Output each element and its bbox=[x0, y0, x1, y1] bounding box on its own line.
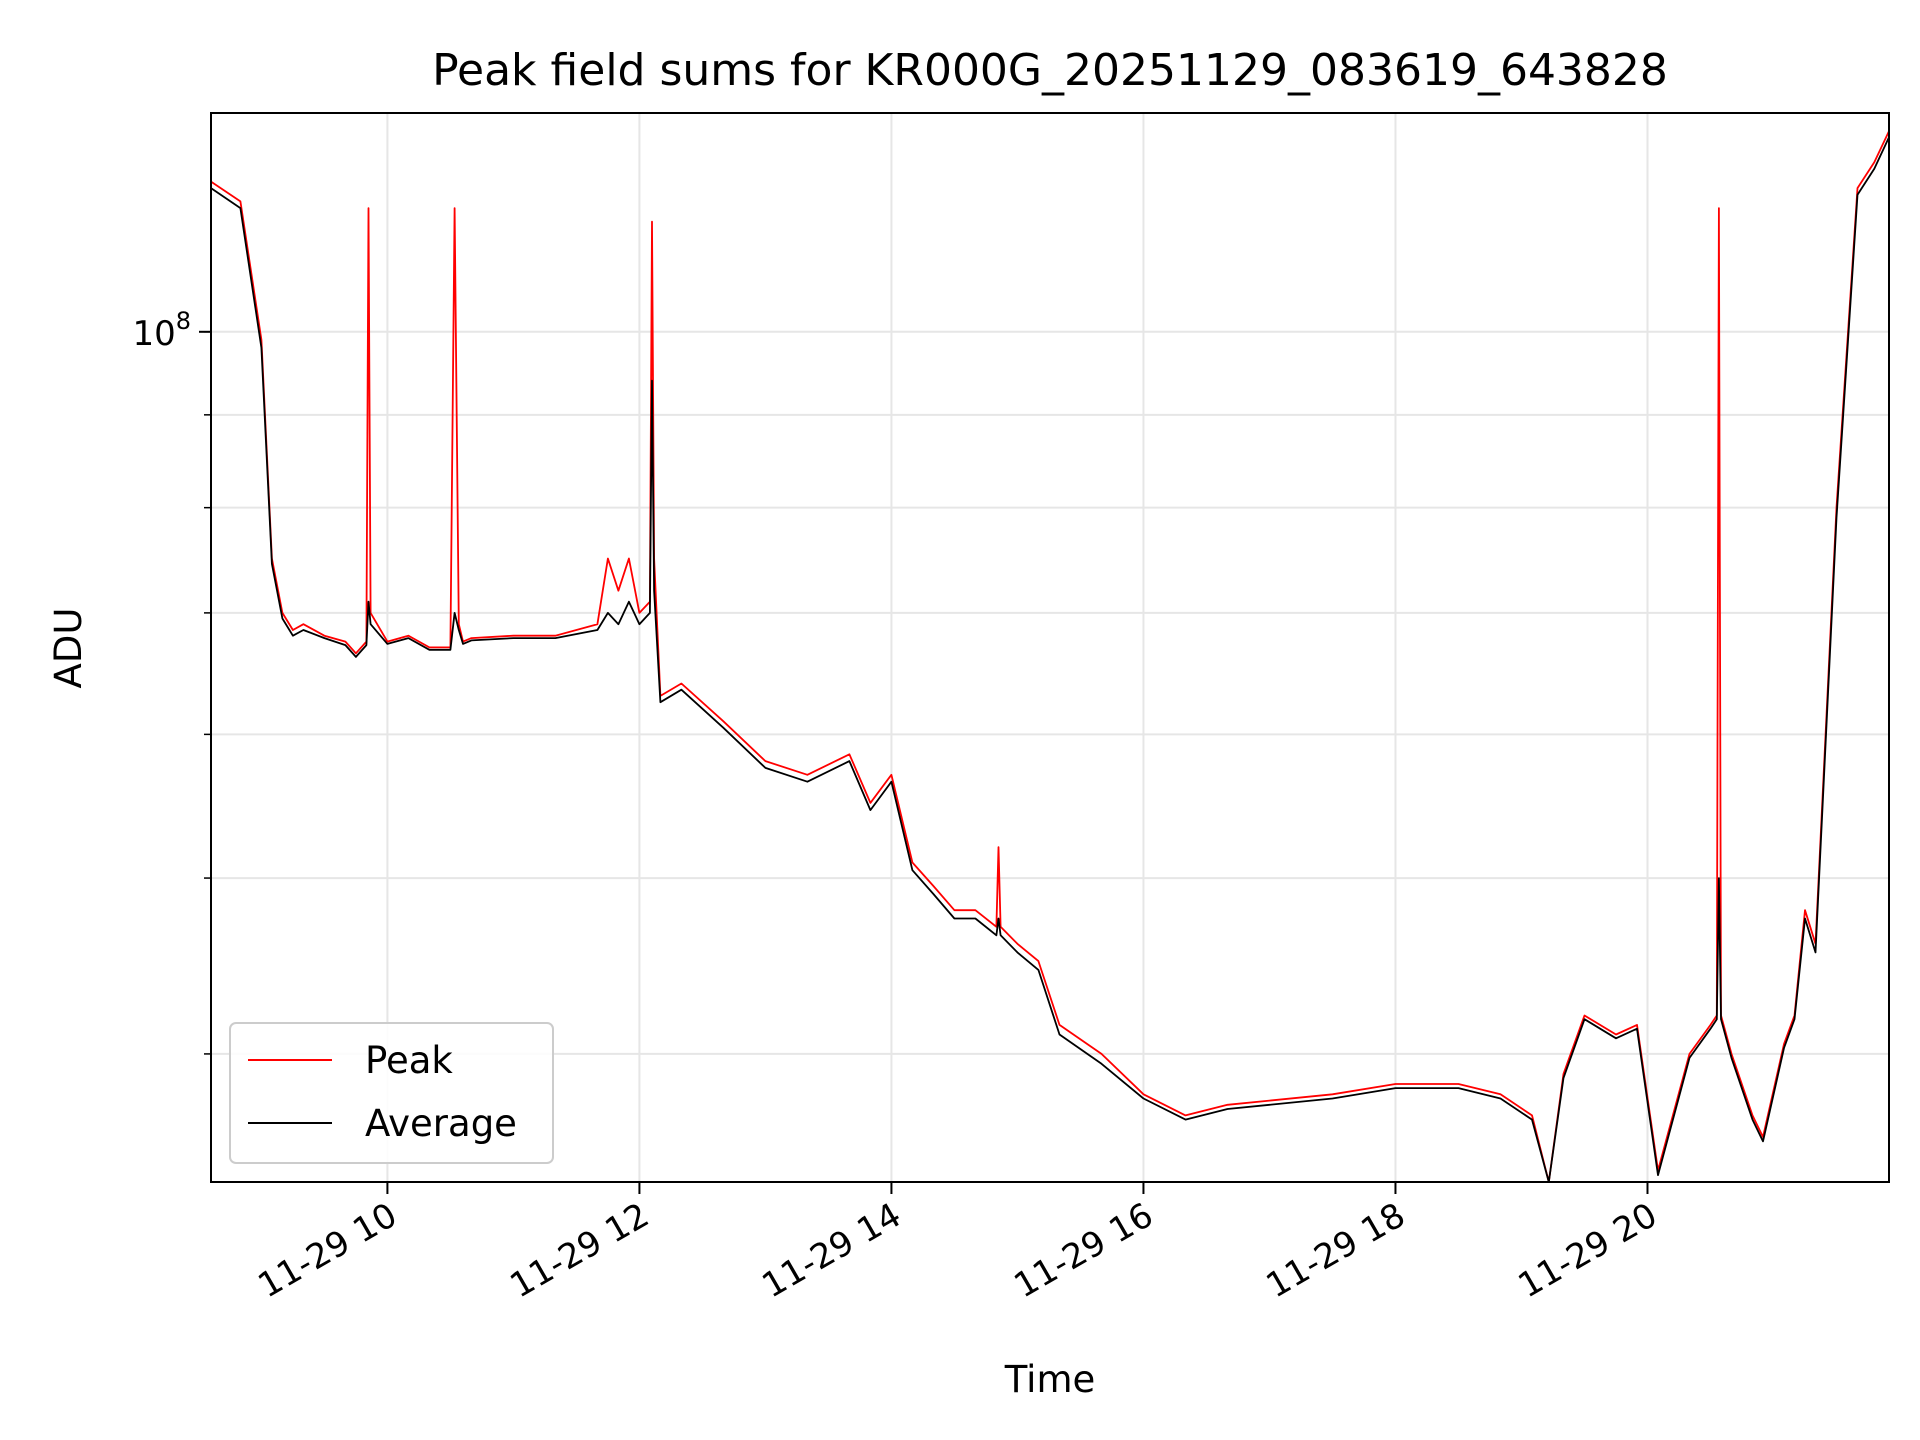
legend-label-peak: Peak bbox=[365, 1039, 453, 1082]
legend-label-average: Average bbox=[365, 1102, 517, 1145]
series-layer bbox=[210, 130, 1890, 1183]
series-average-line bbox=[210, 136, 1890, 1183]
y-axis: 108 bbox=[132, 307, 211, 1055]
plot-frame bbox=[210, 112, 1890, 1183]
legend-box bbox=[229, 1022, 554, 1164]
y-tick-label: 108 bbox=[132, 307, 191, 354]
legend: Peak Average bbox=[229, 1022, 554, 1164]
grid bbox=[211, 113, 1889, 1182]
x-axis-label: Time bbox=[1004, 1358, 1096, 1401]
series-peak-line bbox=[210, 130, 1890, 1183]
y-axis-label: ADU bbox=[47, 608, 90, 689]
chart-title: Peak field sums for KR000G_20251129_0836… bbox=[432, 45, 1668, 96]
